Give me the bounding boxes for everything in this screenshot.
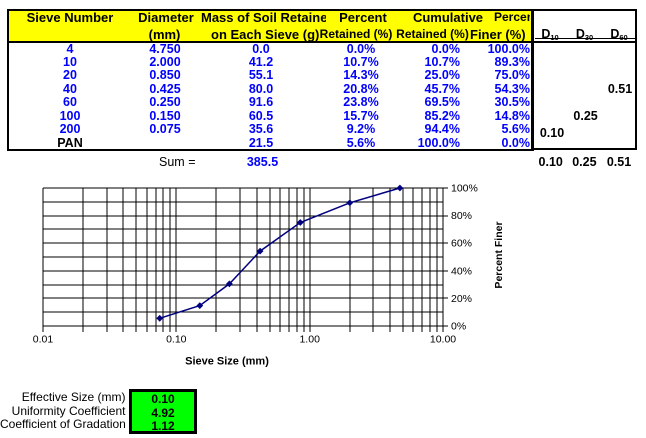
svg-text:40%: 40%: [451, 265, 472, 277]
svg-text:80%: 80%: [451, 210, 472, 222]
svg-text:10.00: 10.00: [430, 334, 456, 346]
svg-text:1.00: 1.00: [299, 334, 320, 346]
svg-text:60%: 60%: [451, 238, 472, 250]
svg-text:Percent Finer: Percent Finer: [493, 221, 505, 288]
svg-text:0.10: 0.10: [166, 334, 187, 346]
svg-text:20%: 20%: [451, 293, 472, 305]
svg-text:Sieve Size (mm): Sieve Size (mm): [185, 356, 269, 368]
svg-text:0.01: 0.01: [33, 334, 54, 346]
svg-text:100%: 100%: [451, 183, 478, 195]
svg-text:0%: 0%: [451, 321, 466, 333]
